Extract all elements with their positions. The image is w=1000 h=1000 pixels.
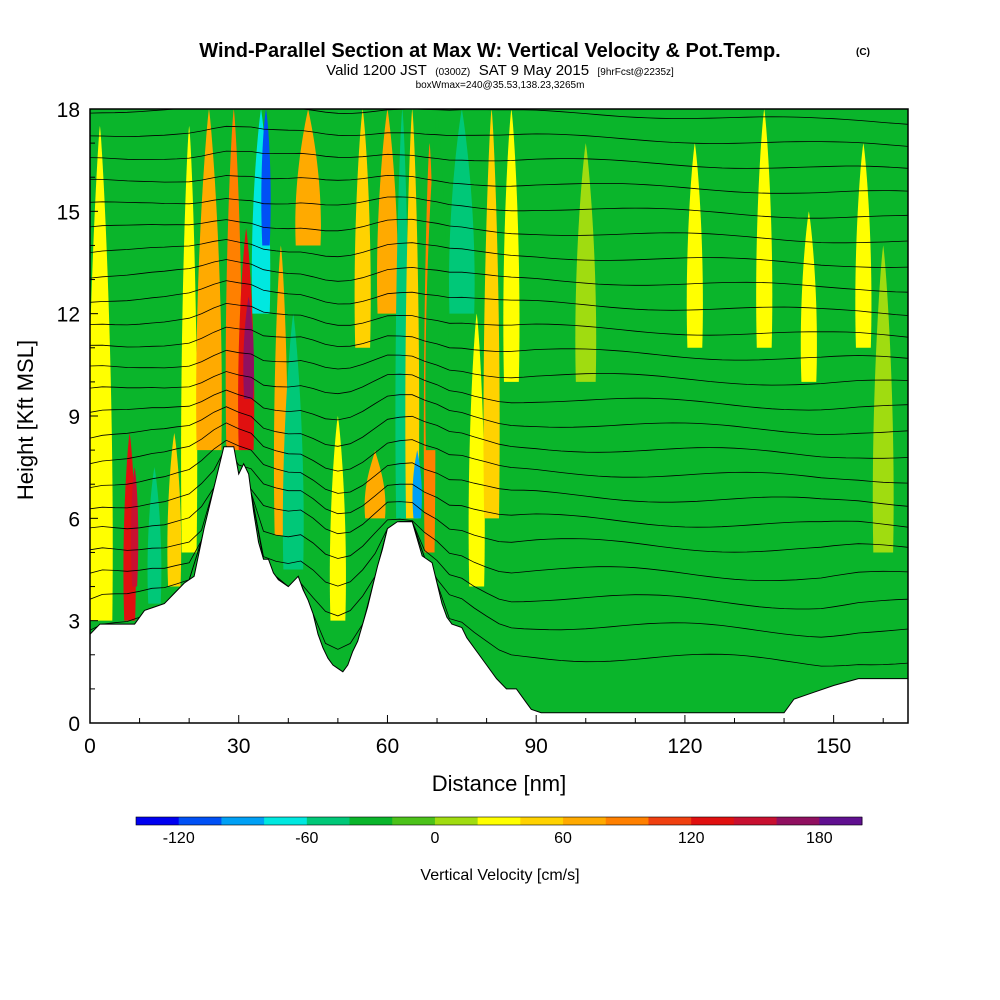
valid-prefix: Valid 1200 JST <box>326 62 427 79</box>
forecast-tag: [9hrFcst@2235z] <box>598 67 675 78</box>
velocity-band <box>130 467 139 587</box>
isentrope-line <box>90 196 908 219</box>
isentrope-line <box>90 326 908 361</box>
isentrope-line <box>90 371 908 411</box>
colorbar-swatch <box>306 817 351 825</box>
isentrope-line <box>90 150 908 169</box>
y-tick-label: 15 <box>57 201 80 224</box>
x-tick-label: 120 <box>667 735 702 758</box>
velocity-band <box>329 416 346 621</box>
colorbar-tick-labels: -120 -60 0 60 120 180 <box>163 830 833 847</box>
isentrope-line <box>90 280 908 316</box>
valid-time-line: Valid 1200 JST (0300Z) SAT 9 May 2015 [9… <box>326 62 674 79</box>
valid-date: SAT 9 May 2015 <box>479 62 589 79</box>
velocity-band <box>756 109 773 348</box>
colorbar-swatch <box>648 817 692 825</box>
y-tick-label: 18 <box>57 99 80 122</box>
velocity-band <box>575 143 597 382</box>
x-tick-label: 90 <box>525 735 548 758</box>
colorbar-swatch <box>733 817 778 825</box>
velocity-band <box>855 143 872 348</box>
x-tick-label: 0 <box>84 735 96 758</box>
terrain-profile <box>90 446 908 723</box>
isentrope-line <box>90 422 908 484</box>
y-axis-label: Height [Kft MSL] <box>13 340 38 500</box>
isentrope-line <box>90 109 908 125</box>
velocity-band <box>196 109 222 451</box>
colorbar-swatch <box>477 817 521 825</box>
colorbar-label: Vertical Velocity [cm/s] <box>420 867 579 884</box>
chart-title: Wind-Parallel Section at Max W: Vertical… <box>199 40 780 62</box>
velocity-band <box>405 109 420 519</box>
colorbar-tick: -120 <box>163 830 195 847</box>
colorbar <box>135 816 863 826</box>
isentrope-line <box>90 259 908 293</box>
colorbar-swatch <box>349 817 393 825</box>
velocity-band <box>295 109 321 246</box>
isentrope-line <box>90 218 908 244</box>
y-axis-ticks: 0 3 6 9 12 15 18 <box>57 99 98 736</box>
colorbar-swatch <box>563 817 607 825</box>
valid-utc: (0300Z) <box>435 67 470 78</box>
isentrope-line <box>90 406 908 459</box>
velocity-band <box>872 245 894 553</box>
velocity-band <box>243 296 254 399</box>
velocity-band <box>468 313 485 587</box>
colorbar-swatch <box>136 817 180 825</box>
copyright-mark: (C) <box>856 47 870 58</box>
colorbar-tick: 60 <box>554 830 572 847</box>
isentrope-line <box>90 349 908 386</box>
isentrope-line <box>90 439 908 507</box>
velocity-band <box>686 143 703 348</box>
isentrope-line <box>90 174 908 194</box>
y-tick-label: 9 <box>68 406 80 429</box>
x-axis-ticks: 0 30 60 90 120 150 <box>84 715 884 758</box>
isentrope-line <box>90 302 908 338</box>
colorbar-swatch <box>776 817 820 825</box>
velocity-band <box>364 450 386 519</box>
y-tick-label: 0 <box>68 713 80 736</box>
plot-area <box>90 109 908 723</box>
isentrope-line <box>90 125 908 147</box>
colorbar-tick: 180 <box>806 830 833 847</box>
y-tick-label: 3 <box>68 611 80 634</box>
y-tick-label: 12 <box>57 304 80 327</box>
velocity-band <box>425 109 449 451</box>
x-tick-label: 150 <box>816 735 851 758</box>
colorbar-tick: 0 <box>430 830 439 847</box>
x-axis-label: Distance [nm] <box>432 771 567 796</box>
velocity-band <box>377 109 398 314</box>
isentrope-line <box>90 239 908 268</box>
velocity-band <box>90 126 113 621</box>
colorbar-tick: 120 <box>678 830 705 847</box>
velocity-band <box>261 109 271 246</box>
colorbar-swatch <box>520 817 564 825</box>
velocity-band <box>483 109 500 519</box>
y-tick-label: 6 <box>68 508 80 531</box>
colorbar-swatch <box>392 817 436 825</box>
colorbar-swatch <box>264 817 308 825</box>
colorbar-tick: -60 <box>295 830 318 847</box>
isentrope-line <box>90 389 908 436</box>
velocity-band <box>282 313 304 570</box>
velocity-band <box>147 467 162 604</box>
colorbar-swatch <box>605 817 649 825</box>
box-info: boxWmax=240@35.53,138.23,3265m <box>416 80 585 91</box>
colorbar-swatch <box>434 817 479 825</box>
colorbar-swatch <box>178 817 222 825</box>
colorbar-swatch <box>221 817 265 825</box>
velocity-band <box>503 109 520 382</box>
velocity-band <box>412 450 422 519</box>
velocity-band <box>354 109 371 348</box>
colorbar-swatch <box>691 817 735 825</box>
velocity-band <box>800 211 817 382</box>
colorbar-frame <box>135 816 863 826</box>
velocity-band <box>181 126 198 553</box>
velocity-band <box>167 433 182 587</box>
x-tick-label: 60 <box>376 735 399 758</box>
x-tick-label: 30 <box>227 735 250 758</box>
colorbar-swatch <box>819 817 863 825</box>
velocity-band <box>225 109 242 451</box>
